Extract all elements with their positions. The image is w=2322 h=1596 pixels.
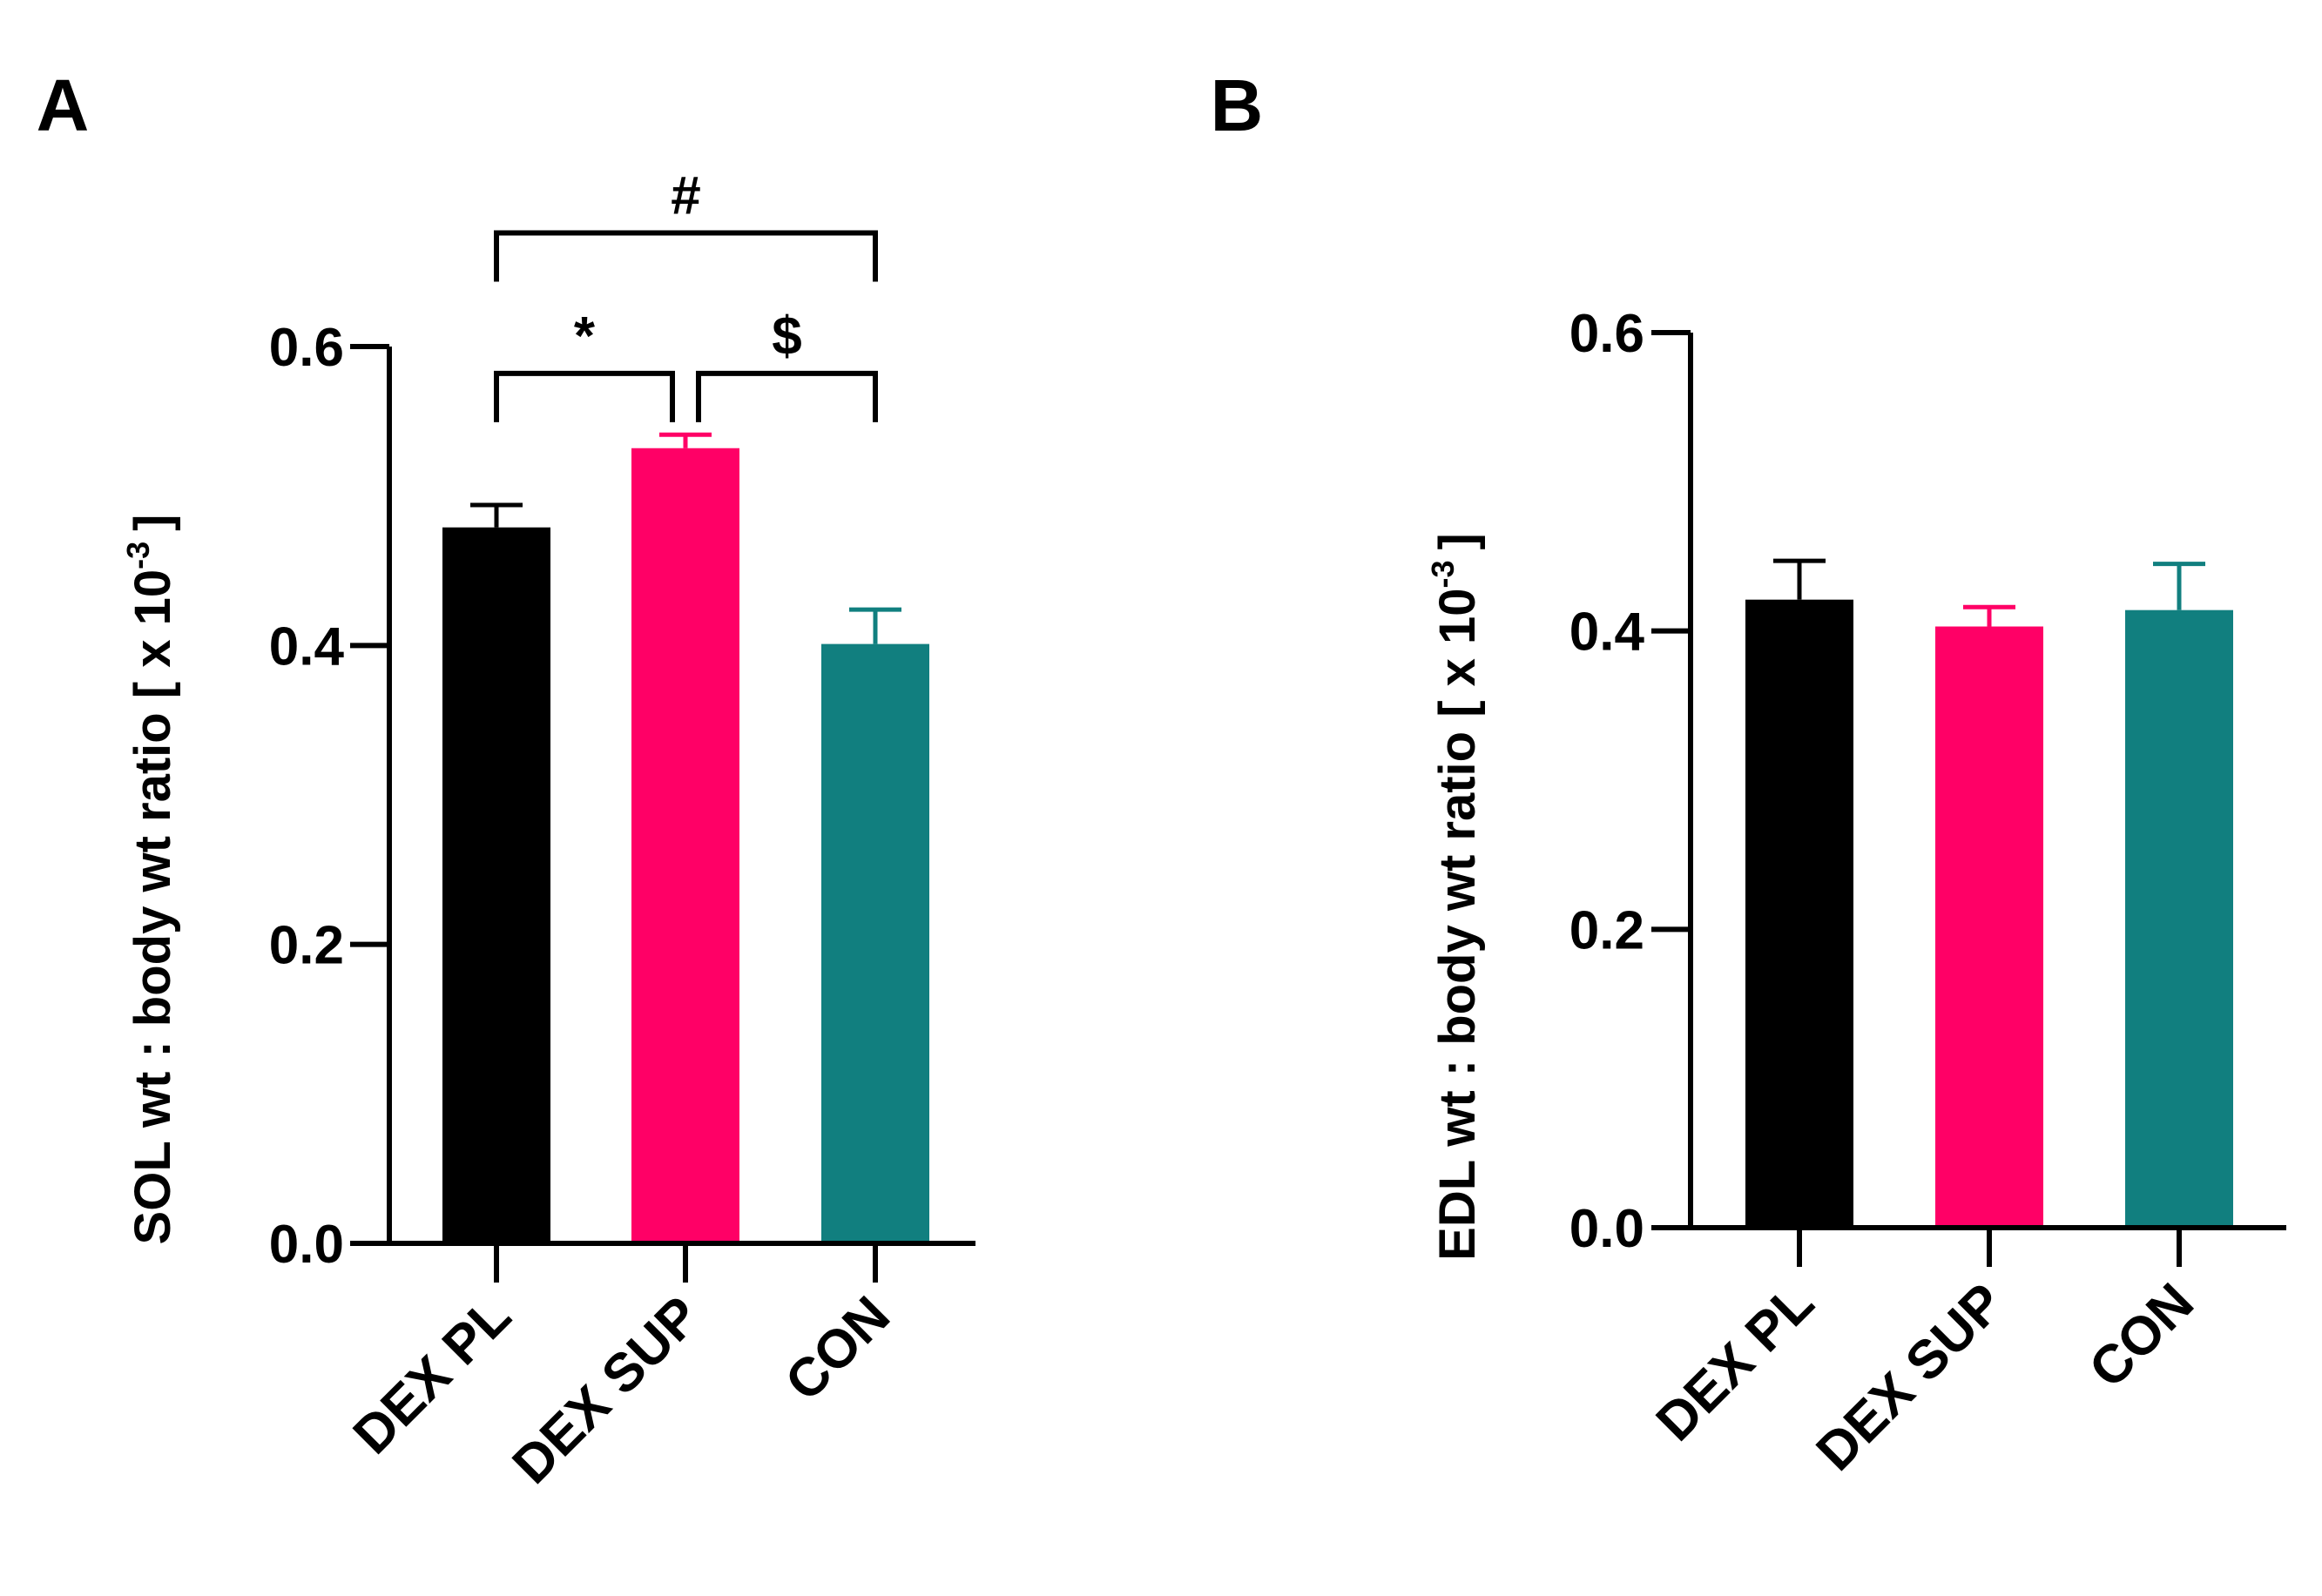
- panel-a-significance-bracket-2-line: [494, 370, 675, 422]
- panel-a-significance-bracket-3-line: [696, 370, 878, 422]
- panel-b-x-tick-label-1: DEX SUP: [1806, 1272, 2015, 1482]
- panel-a-y-axis-label-main: SOL wt : body wt ratio [ x 10: [125, 569, 181, 1245]
- panel-a-y-axis-label: SOL wt : body wt ratio [ x 10-3]: [120, 515, 181, 1245]
- panel-b-bar-1: [1745, 599, 1853, 1228]
- panel-a-bar-2: [631, 448, 739, 1243]
- panel-a-significance-bracket-1: #: [494, 166, 878, 282]
- panel-b-error-bar-2: [1963, 604, 2015, 627]
- panel-a-x-tick-label-1: DEX SUP: [502, 1285, 712, 1495]
- panel-b-y-axis-label-close: ]: [1429, 533, 1486, 549]
- panel-a-y-tick-label-2: 0.4: [269, 616, 345, 677]
- panel-a-significance-label-3: $: [772, 306, 801, 367]
- panel-a-x-tick-label-2: CON: [774, 1285, 901, 1412]
- panel-a-significance-bracket-3: $: [696, 306, 878, 422]
- panel-a-bar-3: [821, 643, 929, 1243]
- panel-b-bar-2: [1935, 626, 2043, 1228]
- panel-a-significance-label-1: #: [671, 166, 700, 226]
- panel-b-error-bar-1: [1773, 558, 1826, 600]
- panel-a-significance-bracket-2: *: [494, 306, 675, 422]
- panel-a-y-tick-label-0: 0.0: [269, 1215, 344, 1275]
- panel-b-y-tick-label-2: 0.4: [1569, 603, 1645, 663]
- panel-a-y-axis-label-close: ]: [125, 515, 181, 531]
- panel-a-y-tick-label-3: 0.6: [269, 318, 344, 378]
- panel-a-y-axis-label-superscript: -3: [120, 542, 156, 569]
- panel-a: A SOL wt : body wt ratio [ x 10-3] 0.00.…: [37, 64, 975, 1495]
- panel-b-bar-3: [2125, 609, 2233, 1228]
- panel-a-y-tick-label-1: 0.2: [269, 916, 344, 976]
- panel-b-y-axis-label-main: EDL wt : body wt ratio [ x 10: [1429, 588, 1486, 1260]
- panel-b-error-bar-3: [2153, 562, 2205, 610]
- panel-a-x-tick-label-0: DEX PL: [342, 1285, 523, 1465]
- panel-a-error-bar-3: [849, 607, 901, 644]
- panel-b: B EDL wt : body wt ratio [ x 10-3] 0.00.…: [1211, 64, 2286, 1482]
- panel-b-y-tick-label-3: 0.6: [1569, 304, 1644, 364]
- panel-a-bar-1: [442, 527, 550, 1243]
- panel-b-y-axis-label-superscript: -3: [1425, 560, 1461, 588]
- panel-a-error-bar-2: [659, 432, 712, 448]
- panel-a-significance-label-2: *: [574, 306, 596, 367]
- panel-b-y-tick-label-0: 0.0: [1569, 1199, 1644, 1259]
- panel-b-x-tick-label-2: CON: [2078, 1272, 2205, 1399]
- panel-a-label: A: [37, 64, 90, 146]
- panel-b-x-tick-label-0: DEX PL: [1645, 1272, 1826, 1452]
- panel-a-error-bar-1: [470, 502, 523, 528]
- panel-a-significance-bracket-1-line: [494, 230, 878, 282]
- panel-b-y-axis-label: EDL wt : body wt ratio [ x 10-3]: [1425, 533, 1486, 1261]
- panel-b-y-tick-label-1: 0.2: [1569, 900, 1644, 960]
- panel-b-label: B: [1211, 64, 1264, 146]
